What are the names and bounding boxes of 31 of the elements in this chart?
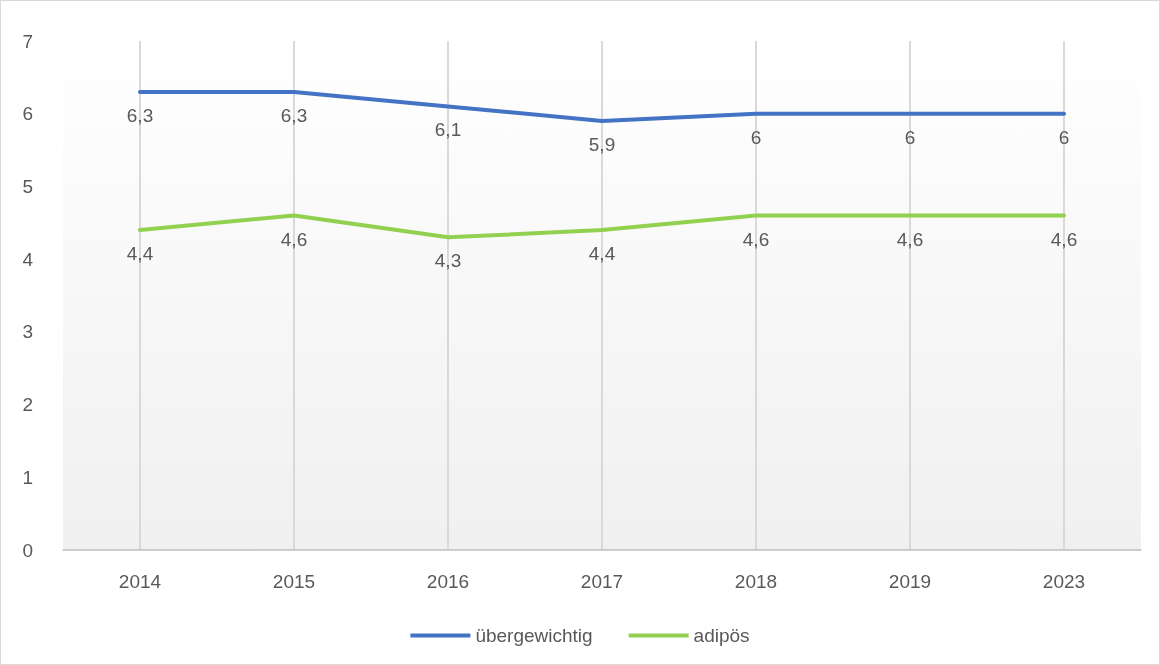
y-tick-label: 3 <box>22 321 33 343</box>
data-label: 4,6 <box>896 228 924 250</box>
data-label: 4,6 <box>742 228 770 250</box>
y-tick-label: 5 <box>22 175 33 197</box>
data-label: 6,3 <box>280 104 308 126</box>
x-tick-label: 2019 <box>888 571 932 592</box>
data-label: 5,9 <box>588 133 616 155</box>
data-label: 4,4 <box>126 243 154 265</box>
y-tick-label: 4 <box>22 248 34 270</box>
data-label: 6 <box>750 126 762 148</box>
y-tick-label: 1 <box>22 466 33 488</box>
x-tick-label: 2017 <box>580 571 624 592</box>
data-label: 6 <box>904 126 916 148</box>
y-tick-label: 2 <box>22 394 33 416</box>
data-label: 4,4 <box>588 243 616 265</box>
data-label: 6,1 <box>434 119 462 141</box>
data-label: 6,3 <box>126 104 154 126</box>
x-tick-label: 2014 <box>118 571 162 592</box>
y-tick-label: 0 <box>22 539 33 561</box>
data-label: 4,6 <box>280 228 308 250</box>
legend-label: übergewichtig <box>475 625 593 646</box>
x-tick-label: 2018 <box>734 571 778 592</box>
x-tick-label: 2015 <box>272 571 316 592</box>
y-tick-label: 7 <box>22 30 33 52</box>
x-tick-label: 2023 <box>1042 571 1086 592</box>
data-label: 4,6 <box>1050 228 1078 250</box>
legend-label: adipös <box>693 625 750 646</box>
x-tick-label: 2016 <box>426 571 470 592</box>
data-label: 4,3 <box>434 250 462 272</box>
y-tick-label: 6 <box>22 103 33 125</box>
data-label: 6 <box>1058 126 1070 148</box>
